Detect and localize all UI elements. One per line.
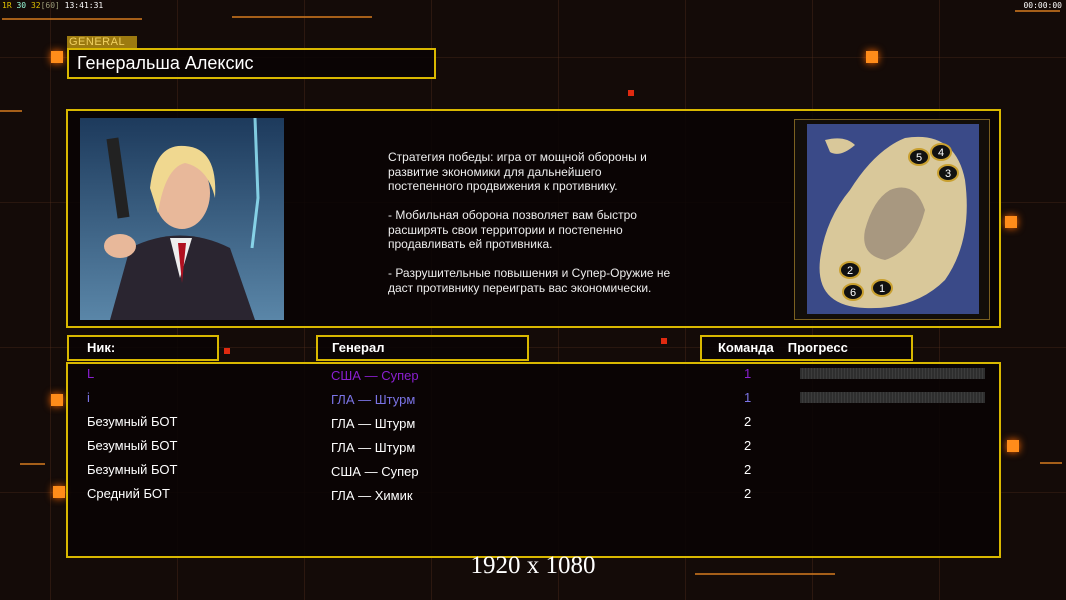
svg-text:1: 1 xyxy=(879,283,885,295)
player-nick: L xyxy=(87,366,95,381)
decor-line xyxy=(2,18,142,20)
general-description: Стратегия победы: игра от мощной обороны… xyxy=(388,150,708,310)
general-portrait xyxy=(80,118,284,320)
start-position-marker[interactable]: 5 xyxy=(908,148,930,166)
player-team: 1 xyxy=(744,390,752,405)
decor-square xyxy=(628,90,634,96)
player-nick: Безумный БОТ xyxy=(87,462,178,477)
decor-square xyxy=(661,338,667,344)
player-general: ГЛА — Химик xyxy=(331,488,413,503)
decor-square xyxy=(1007,440,1019,452)
decor-square xyxy=(224,348,230,354)
column-header-nick: Ник: xyxy=(67,335,219,361)
start-position-marker[interactable]: 6 xyxy=(842,283,864,301)
resolution-label: 1920 x 1080 xyxy=(470,552,596,579)
column-header-team-progress: Команда Прогресс xyxy=(700,335,913,361)
decor-square xyxy=(53,486,65,498)
player-nick: Безумный БОТ xyxy=(87,414,178,429)
start-position-marker[interactable]: 1 xyxy=(871,279,893,297)
decor-square xyxy=(866,51,878,63)
player-nick: i xyxy=(87,390,90,405)
start-position-marker[interactable]: 3 xyxy=(937,164,959,182)
description-paragraph: - Мобильная оборона позволяет вам быстро… xyxy=(388,208,637,251)
player-general: ГЛА — Штурм xyxy=(331,392,416,407)
decor-line xyxy=(695,573,835,575)
fps-counter: 1R 30 32[60] 13:41:31 xyxy=(2,1,104,10)
load-progress-bar xyxy=(800,392,985,403)
player-row[interactable]: Безумный БОТ ГЛА — Штурм 2 xyxy=(0,414,1066,434)
player-team: 2 xyxy=(744,438,752,453)
player-row[interactable]: i ГЛА — Штурм 1 xyxy=(0,390,1066,410)
svg-text:4: 4 xyxy=(938,147,944,159)
player-general: США — Супер xyxy=(331,368,419,383)
player-team: 2 xyxy=(744,486,752,501)
decor-square xyxy=(1005,216,1017,228)
column-header-team: Команда xyxy=(718,340,774,355)
player-general: ГЛА — Штурм xyxy=(331,416,416,431)
svg-text:6: 6 xyxy=(850,287,856,299)
general-tab-label: GENERAL xyxy=(67,36,137,49)
player-row[interactable]: Средний БОТ ГЛА — Химик 2 xyxy=(0,486,1066,506)
player-general: ГЛА — Штурм xyxy=(331,440,416,455)
column-header-general: Генерал xyxy=(316,335,529,361)
decor-line xyxy=(1040,462,1062,464)
player-team: 1 xyxy=(744,366,752,381)
column-header-progress: Прогресс xyxy=(787,340,848,355)
decor-line xyxy=(20,463,45,465)
load-progress-bar xyxy=(800,368,985,379)
player-team: 2 xyxy=(744,462,752,477)
general-name: Генеральша Алексис xyxy=(67,48,436,79)
description-paragraph: Стратегия победы: игра от мощной обороны… xyxy=(388,150,647,193)
player-nick: Средний БОТ xyxy=(87,486,170,501)
player-nick: Безумный БОТ xyxy=(87,438,178,453)
start-position-marker[interactable]: 4 xyxy=(930,143,952,161)
decor-square xyxy=(51,51,63,63)
player-general: США — Супер xyxy=(331,464,419,479)
decor-line xyxy=(0,110,22,112)
player-team: 2 xyxy=(744,414,752,429)
decor-line xyxy=(232,16,372,18)
game-timer: 00:00:00 xyxy=(1023,1,1062,10)
player-row[interactable]: L США — Супер 1 xyxy=(0,366,1066,386)
decor-square xyxy=(51,394,63,406)
svg-text:5: 5 xyxy=(916,152,922,164)
start-position-marker[interactable]: 2 xyxy=(839,261,861,279)
player-row[interactable]: Безумный БОТ ГЛА — Штурм 2 xyxy=(0,438,1066,458)
svg-text:2: 2 xyxy=(847,265,853,277)
svg-text:3: 3 xyxy=(945,168,951,180)
description-paragraph: - Разрушительные повышения и Супер-Оружи… xyxy=(388,266,671,295)
player-row[interactable]: Безумный БОТ США — Супер 2 xyxy=(0,462,1066,482)
decor-line xyxy=(1015,10,1060,12)
